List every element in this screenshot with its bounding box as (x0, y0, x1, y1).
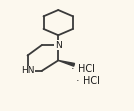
Text: ·: · (76, 76, 80, 86)
Text: HN: HN (21, 66, 34, 75)
Text: ·: · (71, 64, 74, 74)
Text: HCl: HCl (78, 64, 95, 74)
Polygon shape (58, 60, 75, 66)
Text: HCl: HCl (83, 76, 100, 86)
Text: N: N (55, 41, 62, 50)
